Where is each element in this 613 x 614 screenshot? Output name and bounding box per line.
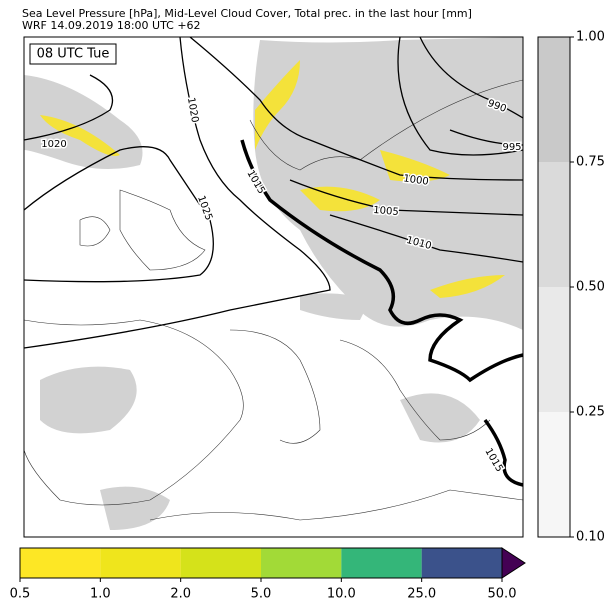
time-label-box	[29, 43, 117, 65]
tick-label: 10.0	[327, 587, 356, 602]
isobars	[23, 36, 524, 487]
tick-label: 1.00	[576, 30, 605, 45]
colorbar-segment	[538, 412, 570, 537]
header-line: Sea Level Pressure [hPa], Mid-Level Clou…	[22, 7, 472, 20]
cloud-areas	[24, 37, 524, 530]
colorbar-segment	[538, 287, 570, 412]
colorbar-segment	[538, 162, 570, 287]
map-frame	[23, 36, 524, 538]
precip-areas	[40, 60, 505, 298]
tick-label: 0.10	[576, 530, 605, 545]
tick-label: 50.0	[488, 587, 517, 602]
colorbar-segment	[421, 548, 502, 578]
tick-label: 5.0	[251, 587, 272, 602]
isobar-label: 1000	[403, 173, 430, 187]
tick-label: 0.50	[576, 280, 605, 295]
tick-label: 0.75	[576, 155, 605, 170]
colorbar-segment	[100, 548, 181, 578]
time-label: 08 UTC Tue	[37, 47, 110, 62]
isobar-label: 995	[502, 142, 521, 153]
isobar-label: 1020	[41, 139, 66, 150]
colorbar-extend	[501, 547, 526, 579]
colorbar-segment	[341, 548, 422, 578]
colorbar-segment	[261, 548, 342, 578]
header-line: WRF 14.09.2019 18:00 UTC +62	[22, 19, 201, 32]
tick-label: 0.25	[576, 405, 605, 420]
colorbar-segment	[538, 37, 570, 162]
isobar-label: 1005	[373, 205, 399, 218]
cloud-colorbar: 0.10 0.25 0.50 0.75 1.00	[537, 30, 605, 545]
precip-colorbar: 0.5 1.0 2.0 5.0 10.0 25.0 50.0	[10, 547, 526, 602]
colorbar-segment	[20, 548, 101, 578]
tick-label: 0.5	[10, 587, 31, 602]
tick-label: 25.0	[407, 587, 436, 602]
tick-label: 1.0	[90, 587, 111, 602]
colorbar-segment	[180, 548, 261, 578]
tick-label: 2.0	[170, 587, 191, 602]
